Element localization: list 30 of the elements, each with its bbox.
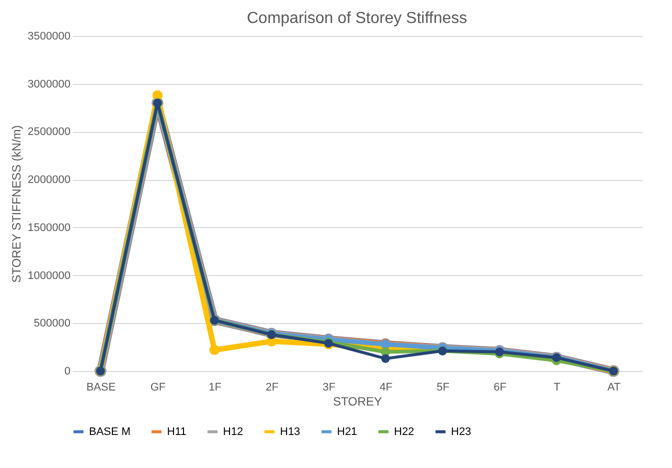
y-axis-title: STOREY STIFFNESS (kN/m) (10, 125, 24, 283)
x-tick-label: 6F (494, 382, 507, 394)
point (209, 344, 220, 356)
x-tick-label: 3F (322, 382, 336, 394)
legend-label: H11 (167, 426, 186, 438)
y-tick-label: 3500000 (28, 30, 70, 42)
point (381, 354, 390, 363)
legend-label: H23 (451, 426, 472, 438)
x-tick-label: T (554, 382, 561, 394)
legend-label: BASE M (89, 426, 131, 438)
y-tick-label: 1500000 (28, 222, 70, 234)
y-tick-label: 1000000 (28, 270, 70, 282)
x-tick-label: GF (150, 382, 166, 394)
x-tick-label: AT (607, 382, 621, 394)
x-tick-label: 4F (380, 382, 393, 394)
x-tick-label: 1F (208, 382, 222, 394)
legend-label: H22 (394, 426, 414, 438)
y-tick-label: 2000000 (28, 174, 70, 186)
y-tick-label: 0 (64, 366, 70, 378)
y-tick-label: 2500000 (28, 126, 70, 138)
legend-label: H12 (223, 426, 244, 438)
y-tick-label: 3000000 (28, 78, 70, 90)
x-tick-label: BASE (86, 382, 116, 394)
x-tick-label: 2F (266, 382, 279, 394)
x-tick-label: 5F (436, 382, 450, 394)
legend-label: H13 (280, 426, 300, 438)
legend-label: H21 (337, 426, 358, 438)
x-axis-title: STOREY (332, 394, 382, 408)
chart-title: Comparison of Storey Stiffness (246, 10, 468, 27)
y-tick-label: 500000 (34, 318, 70, 330)
